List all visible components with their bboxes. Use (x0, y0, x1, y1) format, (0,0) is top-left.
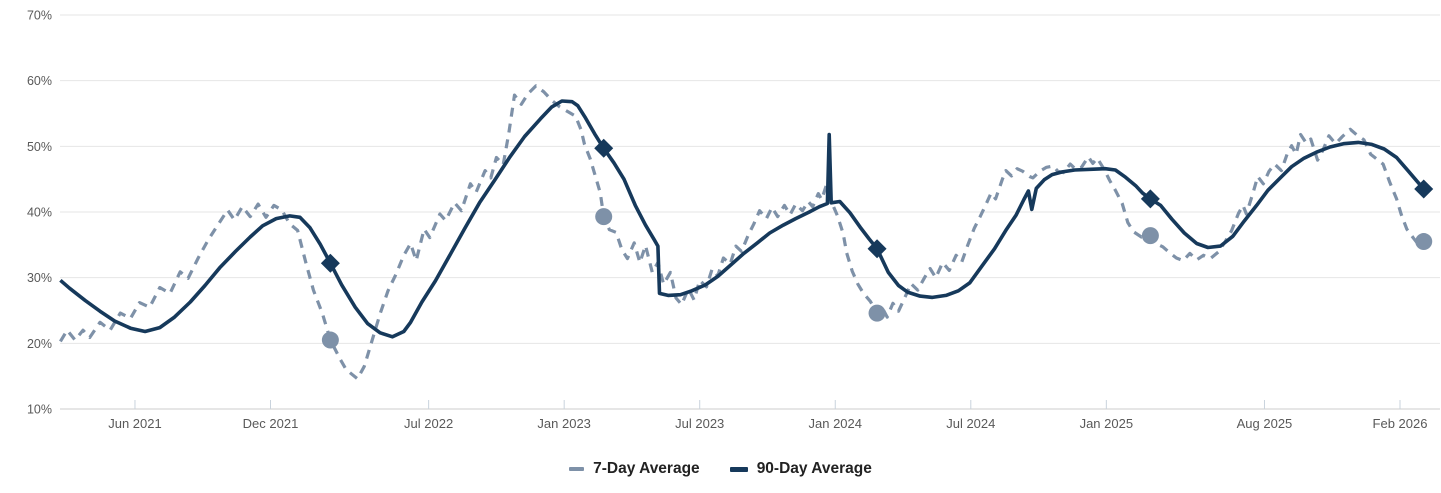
legend-item-7-day-average[interactable]: 7-Day Average (569, 460, 700, 478)
data-marker-90-day-average (867, 239, 887, 259)
y-tick-label: 70% (27, 9, 52, 23)
data-marker-90-day-average (594, 138, 614, 158)
trend-line-chart: 10% 20% 30% 40% 50% 60% 70% Jun 2021 Dec 2021 Jul… (27, 9, 1440, 431)
legend-swatch-90-day-icon (729, 466, 748, 472)
y-tick-label: 30% (27, 271, 52, 285)
x-tick-label: Jan 2025 (1080, 416, 1134, 431)
legend-label-90-day-average: 90-Day Average (756, 460, 872, 477)
x-tick-label: Jul 2022 (404, 416, 453, 431)
legend-swatch-7-day-icon (569, 467, 585, 471)
x-tick-label: Jan 2023 (537, 416, 591, 431)
legend-label-7-day-average: 7-Day Average (593, 460, 700, 477)
x-tick-label: Jul 2023 (675, 416, 724, 431)
data-marker-90-day-average (1414, 179, 1434, 199)
x-tick-label: Jul 2024 (946, 416, 995, 431)
data-marker-90-day-average (1140, 189, 1160, 209)
x-tick-label: Dec 2021 (243, 416, 299, 431)
y-tick-label: 40% (27, 206, 52, 220)
x-tick-label: Jan 2024 (809, 416, 863, 431)
data-marker-90-day-average (320, 253, 340, 273)
legend-item-90-day-average[interactable]: 90-Day Average (729, 460, 872, 478)
x-tick-label: Feb 2026 (1373, 416, 1428, 431)
series-line-90-day-average (59, 99, 1426, 339)
data-marker-7-day-average (1141, 227, 1159, 245)
y-tick-label: 10% (27, 403, 52, 417)
series-line-7-day-average (59, 84, 1425, 381)
data-marker-7-day-average (595, 208, 613, 226)
data-marker-7-day-average (1415, 233, 1433, 251)
y-tick-label: 60% (27, 74, 52, 88)
x-tick-label: Aug 2025 (1237, 416, 1293, 431)
chart-canvas: 10% 20% 30% 40% 50% 60% 70% Jun 2021 Dec 2021 Jul… (27, 9, 1440, 431)
y-tick-label: 20% (27, 337, 52, 351)
data-marker-7-day-average (868, 304, 886, 322)
chart-legend: 7-Day Average 90-Day Average (0, 452, 1441, 486)
data-marker-7-day-average (321, 331, 339, 349)
x-tick-label: Jun 2021 (108, 416, 162, 431)
y-tick-label: 50% (27, 140, 52, 154)
